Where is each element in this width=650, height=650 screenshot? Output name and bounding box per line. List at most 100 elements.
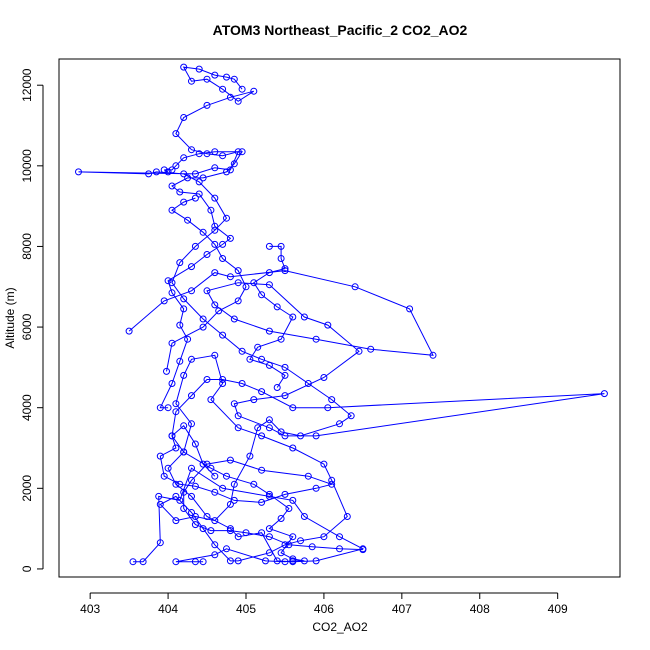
series-4-point xyxy=(265,361,273,369)
series-2-point xyxy=(265,533,273,541)
series-3-point xyxy=(195,190,203,198)
series-2-point xyxy=(600,390,608,398)
x-tick-label: 405 xyxy=(236,602,256,616)
series-1-point xyxy=(258,432,266,440)
series-3-point xyxy=(238,148,246,156)
series-2-point xyxy=(211,269,219,277)
series-3-point xyxy=(226,234,234,242)
series-3-point xyxy=(176,188,184,196)
series-6-point xyxy=(191,440,199,448)
series-6-point xyxy=(285,505,293,512)
series-1-point xyxy=(75,168,82,176)
series-2-point xyxy=(320,374,328,381)
series-2-point xyxy=(160,472,168,480)
series-1-point xyxy=(139,558,147,566)
series-3-point xyxy=(168,289,176,297)
series-2-point xyxy=(351,283,359,291)
series-6-point xyxy=(199,558,207,566)
series-2-point xyxy=(336,545,343,553)
series-3-point xyxy=(160,166,168,174)
series-1-point xyxy=(219,85,227,93)
series-2-point xyxy=(191,521,199,529)
series-1-point xyxy=(129,558,137,566)
series-6-point xyxy=(207,464,215,472)
series-1-point xyxy=(230,75,238,83)
series-6-point xyxy=(265,525,273,533)
series-1-point xyxy=(230,480,238,488)
series-6-point xyxy=(300,557,308,565)
series-2-point xyxy=(176,480,184,488)
series-3-point xyxy=(164,168,172,176)
series-4-point xyxy=(281,265,289,273)
series-1-point xyxy=(172,130,180,138)
x-tick-label: 403 xyxy=(80,602,100,616)
series-5-point xyxy=(215,307,223,315)
series-2-point xyxy=(429,351,437,359)
series-2-point xyxy=(226,273,234,281)
y-axis: 0 2000 4000 6000 8000 10000 12000 xyxy=(20,68,44,572)
series-2-point xyxy=(308,543,316,551)
series-2-point xyxy=(328,480,336,488)
series-1-point xyxy=(188,492,195,500)
series-2-point xyxy=(250,396,258,404)
x-axis-label: CO2_AO2 xyxy=(312,620,368,634)
series-6-point xyxy=(262,557,269,565)
series-1-point xyxy=(226,557,234,565)
series-1-point xyxy=(238,85,246,93)
series-3-point xyxy=(211,148,219,156)
series-1-point xyxy=(219,484,227,492)
series-2-point xyxy=(304,472,312,480)
series-6-point xyxy=(223,545,230,553)
series-2-point xyxy=(211,488,219,496)
series-3-point xyxy=(184,174,192,182)
y-axis-label: Altitude (m) xyxy=(3,287,17,348)
series-2-point xyxy=(172,444,180,452)
series-2-point xyxy=(258,498,266,506)
series-1-point xyxy=(211,71,219,79)
series-1-point xyxy=(188,77,195,85)
series-1-point xyxy=(188,355,195,363)
series-2-point xyxy=(312,335,320,343)
series-1-point xyxy=(211,351,219,359)
series-1-point xyxy=(188,146,195,154)
series-1-point xyxy=(336,533,343,541)
series-1-point xyxy=(328,476,336,484)
series-5-point xyxy=(199,228,207,236)
series-5-point xyxy=(191,194,199,202)
series-1-point xyxy=(211,226,219,234)
series-4-point xyxy=(273,303,281,311)
series-2-point xyxy=(289,404,297,412)
series-4-point xyxy=(281,371,289,379)
series-2-point xyxy=(203,376,211,383)
series-2-point xyxy=(355,347,363,355)
series-2-point xyxy=(312,432,320,440)
series-4-point xyxy=(246,355,254,363)
series-3-point xyxy=(195,150,203,158)
series-6-point xyxy=(281,558,289,566)
series-1-point xyxy=(203,75,211,83)
series-6-point xyxy=(211,551,219,559)
series-6-point xyxy=(289,557,297,565)
series-2-point xyxy=(226,456,234,464)
series-3-point xyxy=(207,206,215,214)
series-1-point xyxy=(191,513,199,520)
series-2-point xyxy=(234,412,242,420)
series-1-point xyxy=(347,412,355,420)
series-2-point xyxy=(219,376,227,383)
series-1-point xyxy=(219,152,227,160)
series-1-point xyxy=(234,97,242,105)
series-1-point xyxy=(226,166,234,174)
series-3-point xyxy=(180,305,188,313)
series-2-point xyxy=(230,315,238,323)
series-1-point xyxy=(164,464,172,472)
series-6-point xyxy=(289,555,297,563)
series-1-point xyxy=(265,416,273,424)
series-5-point xyxy=(184,216,192,224)
y-tick-label: 12000 xyxy=(20,68,34,102)
series-layer xyxy=(75,63,608,566)
series-6-point xyxy=(289,533,297,541)
series-6-point xyxy=(180,422,188,430)
series-1-point xyxy=(223,73,230,81)
series-1-point xyxy=(155,492,163,500)
